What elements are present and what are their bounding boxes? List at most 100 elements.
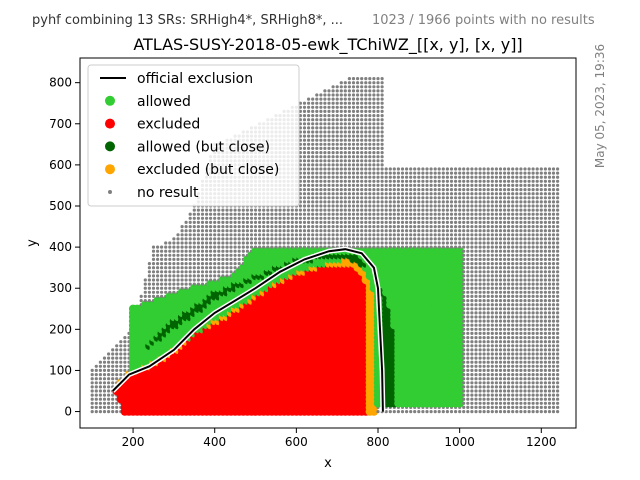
point-no-result (400, 192, 405, 196)
point-no-result (200, 262, 205, 266)
point-no-result (323, 93, 327, 97)
point-no-result (384, 225, 388, 229)
point-no-result (180, 237, 184, 241)
point-no-result (347, 122, 351, 126)
point-no-result (262, 220, 266, 224)
point-no-result (425, 225, 429, 229)
point-no-result (429, 183, 433, 187)
point-no-result (335, 134, 339, 138)
point-no-result (368, 109, 372, 113)
point-no-result (262, 216, 266, 220)
point-no-result (286, 220, 290, 224)
point-no-result (368, 130, 372, 134)
point-no-result (327, 159, 331, 163)
point-no-result (278, 237, 282, 241)
point-no-result (331, 146, 335, 150)
point-no-result (286, 245, 290, 249)
point-no-result (409, 225, 413, 229)
point-no-result (356, 81, 360, 85)
point-no-result (147, 278, 151, 282)
point-no-result (270, 241, 274, 245)
point-no-result (151, 257, 156, 261)
point-no-result (229, 216, 233, 220)
point-no-result (331, 134, 335, 138)
point-no-result (168, 262, 172, 266)
point-no-result (319, 208, 323, 212)
point-no-result (380, 134, 384, 138)
point-no-result (176, 245, 180, 249)
point-no-result (368, 155, 372, 159)
point-no-result (376, 81, 380, 85)
point-no-result (319, 114, 323, 118)
point-no-result (302, 126, 307, 130)
point-no-result (376, 126, 380, 130)
point-no-result (339, 208, 343, 212)
point-no-result (380, 89, 384, 93)
point-no-result (347, 175, 351, 179)
point-no-result (176, 266, 180, 270)
point-no-result (347, 183, 351, 187)
point-no-result (172, 249, 176, 253)
point-no-result (372, 204, 376, 208)
point-no-result (343, 196, 347, 200)
point-no-result (368, 212, 372, 216)
point-no-result (388, 216, 392, 220)
point-no-result (266, 225, 270, 229)
point-no-result (319, 130, 323, 134)
point-no-result (368, 188, 372, 192)
point-no-result (184, 257, 188, 261)
point-no-result (111, 360, 115, 364)
point-no-result (364, 204, 368, 208)
point-no-result (347, 241, 351, 245)
point-no-result (209, 257, 213, 261)
point-no-result (433, 179, 437, 183)
point-no-result (413, 175, 417, 179)
point-no-result (229, 257, 233, 261)
point-no-result (433, 216, 437, 220)
point-no-result (323, 229, 327, 233)
point-no-result (351, 204, 356, 208)
point-no-result (339, 126, 343, 130)
point-no-result (147, 282, 151, 286)
point-no-result (364, 114, 368, 118)
point-no-result (380, 225, 384, 229)
point-no-result (258, 225, 262, 229)
point-no-result (360, 155, 364, 159)
point-no-result (425, 167, 429, 171)
point-no-result (417, 410, 421, 414)
point-no-result (421, 208, 425, 212)
point-no-result (290, 212, 294, 216)
point-no-result (339, 146, 343, 150)
point-no-result (392, 192, 396, 196)
point-no-result (290, 233, 294, 237)
point-no-result (319, 233, 323, 237)
point-no-result (347, 216, 351, 220)
point-no-result (396, 216, 400, 220)
point-no-result (417, 241, 421, 245)
point-no-result (384, 183, 388, 187)
point-no-result (213, 278, 217, 282)
point-no-result (356, 85, 360, 89)
point-no-result (111, 352, 115, 356)
point-no-result (115, 344, 119, 348)
point-no-result (107, 385, 111, 389)
point-no-result (351, 216, 356, 220)
point-no-result (331, 122, 335, 126)
point-no-result (319, 188, 323, 192)
point-no-result (311, 175, 315, 179)
point-no-result (176, 253, 180, 257)
point-no-result (396, 200, 400, 204)
point-no-result (200, 245, 205, 249)
point-no-result (380, 233, 384, 237)
point-no-result (205, 233, 209, 237)
point-no-result (176, 237, 180, 241)
point-no-result (323, 241, 327, 245)
point-no-result (94, 410, 98, 414)
point-no-result (307, 118, 311, 122)
point-no-result (400, 216, 405, 220)
point-no-result (372, 142, 376, 146)
point-no-result (356, 134, 360, 138)
point-no-result (405, 225, 409, 229)
point-no-result (339, 192, 343, 196)
point-no-result (200, 270, 205, 274)
